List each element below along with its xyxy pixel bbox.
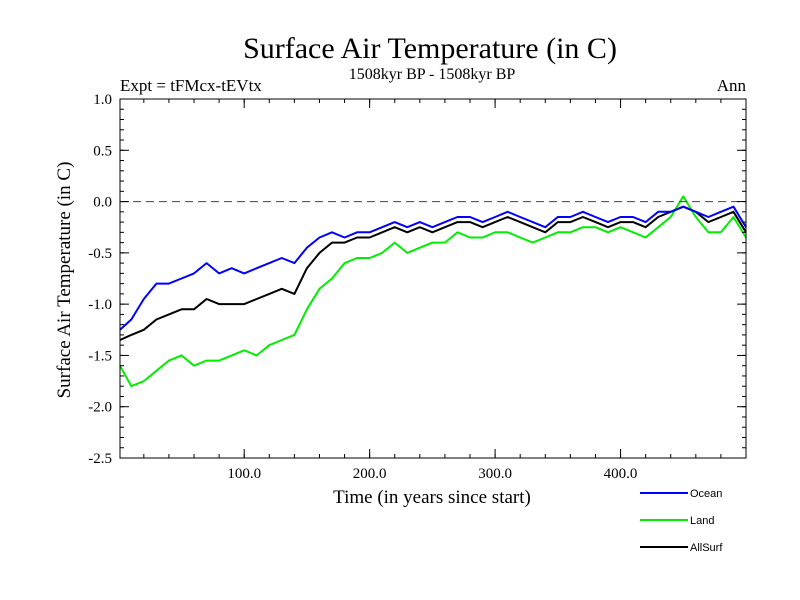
- y-axis-label: Surface Air Temperature (in C): [54, 162, 75, 399]
- y-tick-label: -1.5: [88, 348, 112, 364]
- legend: Ocean Land AllSurf: [640, 488, 723, 554]
- x-tick-label: 200.0: [353, 466, 387, 482]
- plot-lines: [119, 195, 747, 388]
- x-axis-label: Time (in years since start): [333, 487, 531, 508]
- chart-title: Surface Air Temperature (in C): [243, 32, 617, 65]
- chart-subtitle: 1508kyr BP - 1508kyr BP: [349, 66, 516, 83]
- y-tick-label: -2.0: [88, 400, 112, 416]
- x-tick-label: 300.0: [478, 466, 512, 482]
- legend-label-ocean: Ocean: [690, 488, 722, 500]
- legend-label-allsurf: AllSurf: [690, 542, 723, 554]
- y-tick-label: -0.5: [88, 246, 112, 262]
- experiment-label: Expt = tFMcx-tEVtx: [120, 76, 262, 95]
- series-line-allsurf: [119, 205, 747, 341]
- series-line-ocean: [119, 205, 747, 331]
- x-tick-label: 100.0: [227, 466, 261, 482]
- y-tick-label: 1.0: [93, 92, 112, 108]
- axes: -2.5 -2.0 -1.5 -1.0 -0.5 0.0 0.5 1.0 100.0 200.0 3…: [88, 92, 747, 482]
- x-tick-label: 400.0: [604, 466, 638, 482]
- y-tick-label: -1.0: [88, 297, 112, 313]
- plot-frame: [119, 98, 747, 459]
- legend-label-land: Land: [690, 515, 714, 527]
- y-tick-label: 0.0: [93, 195, 112, 211]
- y-tick-label: -2.5: [88, 451, 112, 467]
- season-label: Ann: [717, 76, 747, 95]
- series-line-land: [119, 195, 747, 388]
- y-tick-label: 0.5: [93, 143, 112, 159]
